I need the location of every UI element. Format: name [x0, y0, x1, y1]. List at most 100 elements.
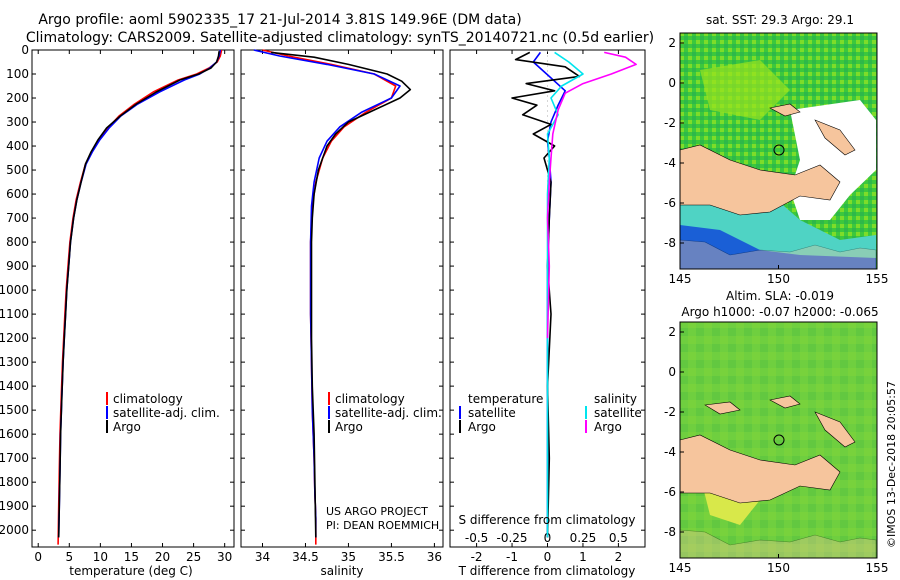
s-tick-label: 0.25 — [570, 531, 597, 545]
x-tick-label: 35 — [341, 550, 356, 564]
difference-panel: -2 -1 0 1 2 -0.5 -0.25 0 0.25 0.5 S difference f… — [449, 49, 646, 578]
depth-tick-label: 1600 — [0, 427, 29, 441]
sla-map-float-marker — [773, 434, 785, 446]
map-lat-label: 0 — [668, 365, 676, 379]
sst-map-ticks: 145 150 155 2 0 -2 -4 -6 -8 — [664, 36, 888, 286]
s-tick-label: -0.25 — [497, 531, 528, 545]
map-lat-label: -2 — [664, 405, 676, 419]
x-tick-label: 10 — [93, 550, 108, 564]
figure-title-line2: Climatology: CARS2009. Satellite-adjuste… — [26, 30, 654, 46]
s-tick-label: 0.5 — [609, 531, 628, 545]
legend-climatology-label: climatology — [113, 392, 183, 406]
depth-tick-label: 2000 — [0, 523, 29, 537]
legend-t-argo-label: Argo — [468, 420, 496, 434]
series-line-satellite-adj-clim- — [253, 49, 401, 538]
map-lat-label: -2 — [664, 116, 676, 130]
x-tick-label: 0 — [544, 550, 552, 564]
x-tick-label: 35.5 — [378, 550, 405, 564]
sla-map-title2: Argo h1000: -0.07 h2000: -0.065 — [681, 305, 878, 319]
difference-s-ticks: -0.5 -0.25 0 0.25 0.5 — [465, 50, 628, 545]
legend-temperature-header: temperature — [468, 392, 543, 406]
legend-climatology-label: climatology — [335, 392, 405, 406]
difference-x-ticks: -2 -1 0 1 2 — [471, 50, 623, 564]
salinity-legend: climatology satellite-adj. clim. Argo — [328, 392, 442, 434]
map-lat-label: -8 — [664, 525, 676, 539]
series-line-argo — [271, 51, 412, 538]
x-tick-label: 30 — [217, 550, 232, 564]
difference-xlabel: T difference from climatology — [458, 564, 636, 578]
temperature-panel: 0100200300400500600700800900100011001200… — [0, 43, 235, 578]
sla-map: Altim. SLA: -0.019 Argo h1000: -0.07 h20… — [664, 289, 888, 575]
series-line-satellite-adj-clim- — [57, 49, 222, 538]
depth-tick-label: 300 — [6, 115, 29, 129]
project-note-line1: US ARGO PROJECT — [326, 505, 428, 518]
sst-map-float-marker — [773, 144, 785, 156]
temperature-panel-frame — [31, 49, 235, 548]
x-tick-label: -2 — [471, 550, 483, 564]
project-note-line2: PI: DEAN ROEMMICH — [326, 519, 439, 532]
depth-tick-label: 1700 — [0, 451, 29, 465]
figure-title-line1: Argo profile: aoml 5902335_17 21-Jul-201… — [38, 12, 521, 28]
x-tick-label: 34.5 — [292, 550, 319, 564]
x-tick-label: 0 — [34, 550, 42, 564]
map-lon-label: 150 — [767, 561, 790, 575]
series-line-climatology — [57, 49, 223, 545]
map-lon-label: 145 — [669, 561, 692, 575]
sst-map: sat. SST: 29.3 Argo: 29.1 145 150 155 2 0 -2 -… — [664, 13, 888, 286]
depth-tick-label: 1900 — [0, 499, 29, 513]
map-lat-label: 0 — [668, 76, 676, 90]
temperature-legend: climatology satellite-adj. clim. Argo — [106, 392, 220, 434]
depth-tick-label: 100 — [6, 67, 29, 81]
sst-map-land — [679, 144, 841, 216]
salinity-panel: 34 34.5 35 35.5 36 salinity climatology sate… — [240, 49, 444, 578]
s-tick-label: -0.5 — [465, 531, 488, 545]
sla-map-title1: Altim. SLA: -0.019 — [726, 289, 834, 303]
salinity-xlabel: salinity — [320, 564, 363, 578]
legend-t-satellite-label: satellite — [468, 406, 516, 420]
depth-tick-label: 700 — [6, 211, 29, 225]
difference-lines — [511, 51, 637, 538]
series-line-argo — [57, 51, 220, 538]
depth-tick-label: 1200 — [0, 331, 29, 345]
map-lat-label: 2 — [668, 325, 676, 339]
sst-map-island — [769, 103, 801, 117]
x-tick-label: 34 — [255, 550, 270, 564]
x-tick-label: 5 — [65, 550, 73, 564]
temperature-x-ticks: 0 5 10 15 20 25 30 — [34, 50, 232, 564]
depth-tick-label: 1400 — [0, 379, 29, 393]
difference-legend: temperature satellite Argo salinity sate… — [459, 392, 642, 434]
series-line-s-argo — [546, 51, 637, 339]
map-lat-label: -8 — [664, 236, 676, 250]
x-tick-label: 2 — [615, 550, 623, 564]
sst-map-island — [814, 119, 856, 156]
x-tick-label: 36 — [427, 550, 442, 564]
map-lon-label: 150 — [767, 272, 790, 286]
depth-tick-label: 1000 — [0, 283, 29, 297]
sst-map-warm-patch — [700, 60, 790, 120]
difference-depth-ticks — [450, 49, 645, 531]
map-lon-label: 155 — [866, 561, 889, 575]
map-lat-label: 2 — [668, 36, 676, 50]
legend-argo-label: Argo — [113, 420, 141, 434]
depth-tick-label: 400 — [6, 139, 29, 153]
sla-map-island — [704, 401, 741, 415]
temperature-depth-ticks: 0 100 200 300 400 500 600 700 800 900 1000 1100 1200… — [0, 43, 234, 537]
imos-credit: ©IMOS 13-Dec-2018 20:05:57 — [885, 381, 898, 548]
depth-tick-label: 200 — [6, 91, 29, 105]
salinity-panel-frame — [240, 49, 444, 548]
legend-salinity-header: salinity — [594, 392, 637, 406]
depth-tick-label: 1300 — [0, 355, 29, 369]
map-lat-label: -4 — [664, 445, 676, 459]
series-line-s-satellite — [546, 51, 584, 538]
depth-tick-label: 1100 — [0, 307, 29, 321]
series-line-t-argo — [511, 51, 581, 538]
difference-xlabel-top: S difference from climatology — [459, 513, 636, 527]
depth-tick-label: 1800 — [0, 475, 29, 489]
sst-map-blue-zone — [680, 225, 876, 269]
series-line-climatology — [262, 49, 397, 545]
x-tick-label: 1 — [579, 550, 587, 564]
depth-tick-label: 600 — [6, 187, 29, 201]
legend-satellite-label: satellite-adj. clim. — [335, 406, 442, 420]
depth-tick-label: 0 — [21, 43, 29, 57]
